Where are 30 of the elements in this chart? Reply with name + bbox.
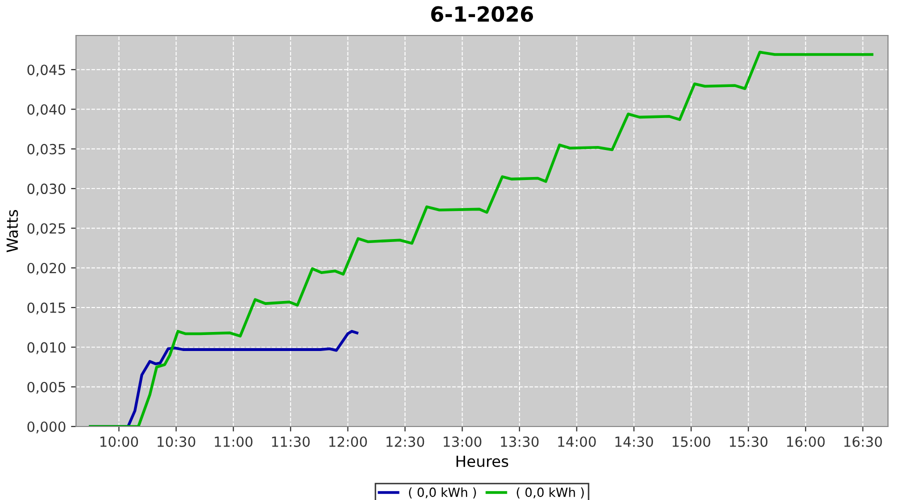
x-tick-label: 10:30 <box>158 436 196 447</box>
x-tick-label: 14:00 <box>558 436 596 447</box>
y-tick-label: 0,000 <box>27 421 66 434</box>
x-tick-label: 14:30 <box>615 436 654 447</box>
legend-label: ( 0,0 kWh ) <box>409 487 476 498</box>
y-tick-label: 0,005 <box>27 382 66 394</box>
x-tick-label: 10:00 <box>100 436 138 447</box>
y-axis-title: Watts <box>6 210 18 252</box>
y-tick-label: 0,020 <box>27 262 66 275</box>
chart-title: 6-1-2026 <box>431 6 534 22</box>
y-tick-label: 0,045 <box>27 64 66 76</box>
x-tick-label: 16:00 <box>787 436 825 447</box>
y-tick-label: 0,015 <box>27 302 66 314</box>
line-series <box>88 50 874 426</box>
x-tick-label: 16:30 <box>844 436 882 447</box>
x-tick-label: 15:00 <box>672 436 710 447</box>
x-tick-label: 11:30 <box>272 436 310 447</box>
y-tick-label: 0,035 <box>27 144 66 156</box>
x-tick-label: 11:00 <box>214 436 252 447</box>
x-tick-label: 13:00 <box>444 436 482 447</box>
x-tick-label: 12:00 <box>329 436 367 447</box>
y-tick-label: 0,030 <box>27 184 66 196</box>
y-tick-label: 0,025 <box>27 223 66 236</box>
x-axis-title: Heures <box>456 456 508 468</box>
x-tick-label: 13:30 <box>500 436 539 447</box>
legend-label: ( 0,0 kWh ) <box>516 487 584 498</box>
y-tick-label: 0,010 <box>27 342 66 354</box>
x-tick-label: 12:30 <box>386 436 424 447</box>
x-tick-label: 15:30 <box>730 436 768 447</box>
y-tick-label: 0,040 <box>27 104 66 116</box>
